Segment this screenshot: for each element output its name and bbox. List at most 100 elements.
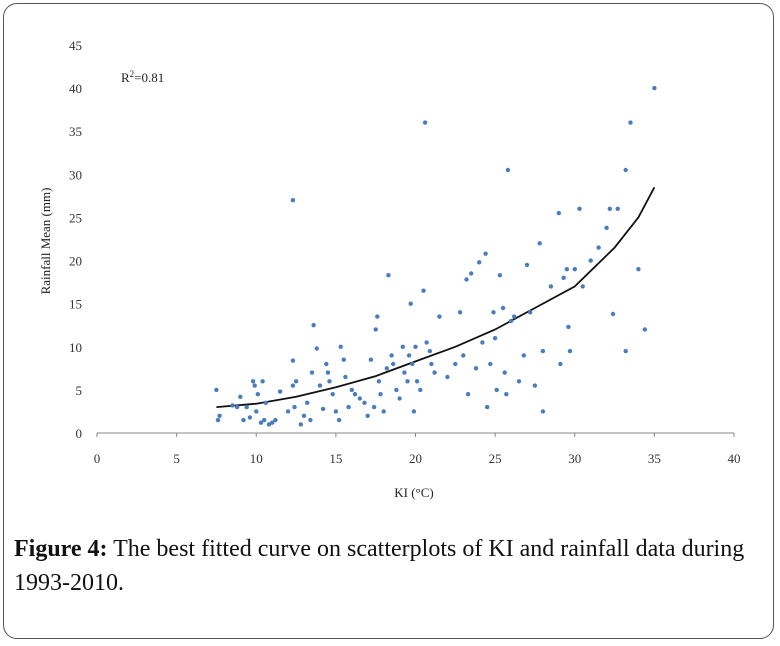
data-point	[250, 379, 256, 384]
data-point	[521, 353, 526, 358]
data-point	[636, 267, 641, 272]
data-point	[414, 379, 420, 384]
x-tick-label: 35	[648, 451, 661, 466]
y-tick-label: 25	[69, 210, 82, 225]
data-point	[301, 413, 307, 418]
y-tick-label: 35	[69, 124, 82, 139]
data-point	[400, 344, 405, 349]
data-point	[341, 357, 346, 362]
data-point	[254, 409, 259, 414]
data-point	[558, 361, 563, 367]
data-point	[365, 413, 370, 418]
data-point	[376, 379, 382, 384]
data-point	[540, 348, 546, 354]
data-point	[384, 366, 389, 371]
data-point	[317, 383, 323, 388]
fitted-curve-layer	[216, 186, 656, 408]
fitted-curve	[216, 186, 656, 408]
data-point	[273, 417, 278, 423]
data-point	[580, 284, 585, 289]
data-point	[325, 370, 331, 375]
y-tick-label: 5	[76, 383, 83, 398]
data-point	[255, 392, 260, 397]
data-point	[357, 396, 362, 401]
data-point	[333, 409, 339, 414]
data-point	[406, 353, 412, 358]
data-point	[432, 370, 437, 375]
data-point	[457, 310, 463, 315]
data-point	[505, 167, 511, 173]
data-point	[566, 324, 571, 330]
data-point	[378, 392, 383, 397]
data-point	[418, 387, 423, 393]
data-point	[408, 301, 413, 306]
data-point	[311, 323, 316, 328]
data-point	[445, 374, 450, 380]
x-tick-label: 25	[489, 451, 502, 466]
data-point	[397, 396, 402, 401]
data-point	[504, 392, 509, 397]
data-point	[330, 392, 335, 397]
data-point	[512, 314, 517, 319]
data-point	[572, 267, 577, 272]
data-point	[464, 277, 469, 282]
data-point	[394, 387, 399, 393]
data-point	[477, 260, 482, 265]
data-point	[343, 374, 348, 380]
data-point	[292, 404, 297, 410]
data-point	[215, 417, 221, 423]
y-axis-label: Rainfall Mean (mm)	[38, 188, 53, 295]
data-point	[346, 404, 351, 410]
data-point	[628, 120, 633, 125]
data-point	[596, 245, 601, 250]
data-point	[362, 400, 367, 405]
data-point	[405, 379, 410, 384]
data-point	[424, 340, 429, 345]
data-point	[528, 310, 533, 315]
data-point	[588, 258, 593, 263]
data-point	[391, 361, 396, 367]
data-point	[241, 417, 246, 423]
data-point	[375, 314, 380, 319]
data-point	[247, 415, 253, 420]
figure-caption: Figure 4: The best fitted curve on scatt…	[14, 532, 766, 600]
x-tick-label: 40	[728, 451, 741, 466]
data-point	[314, 346, 319, 351]
data-point	[402, 370, 407, 375]
data-point	[556, 210, 561, 216]
data-point	[497, 273, 503, 278]
data-point	[234, 404, 240, 410]
data-point	[508, 318, 514, 324]
data-point	[577, 206, 582, 211]
data-point	[263, 400, 268, 405]
data-point	[262, 417, 267, 423]
data-point	[604, 225, 609, 230]
data-point	[437, 314, 442, 319]
data-point	[607, 206, 612, 211]
data-point	[290, 358, 296, 363]
data-point	[277, 389, 283, 394]
data-point	[305, 400, 310, 405]
data-point	[327, 379, 332, 384]
data-point	[258, 420, 264, 425]
data-point	[461, 353, 466, 358]
data-point	[494, 387, 499, 393]
data-point	[642, 327, 647, 332]
data-point	[368, 357, 374, 362]
data-point	[260, 379, 265, 384]
chart-axes: 0 5 10 15 20 25 30 35 40 0 5 10 15 20 25 30 35 40 45	[69, 38, 741, 466]
data-point	[610, 311, 616, 317]
data-point	[324, 361, 329, 367]
y-tick-label: 10	[69, 340, 82, 355]
data-point	[320, 406, 326, 412]
scatter-points-layer	[214, 85, 657, 427]
data-point	[532, 383, 538, 388]
data-point	[309, 370, 315, 375]
data-point	[411, 409, 417, 414]
data-point	[373, 327, 378, 332]
data-point	[516, 379, 522, 384]
caption-label: Figure 4:	[14, 536, 108, 562]
data-point	[214, 387, 219, 393]
x-tick-label: 20	[409, 451, 422, 466]
scatter-chart: 0 5 10 15 20 25 30 35 40 0 5 10 15 20 25 30 35 40 45 R2=0.…	[38, 38, 741, 500]
